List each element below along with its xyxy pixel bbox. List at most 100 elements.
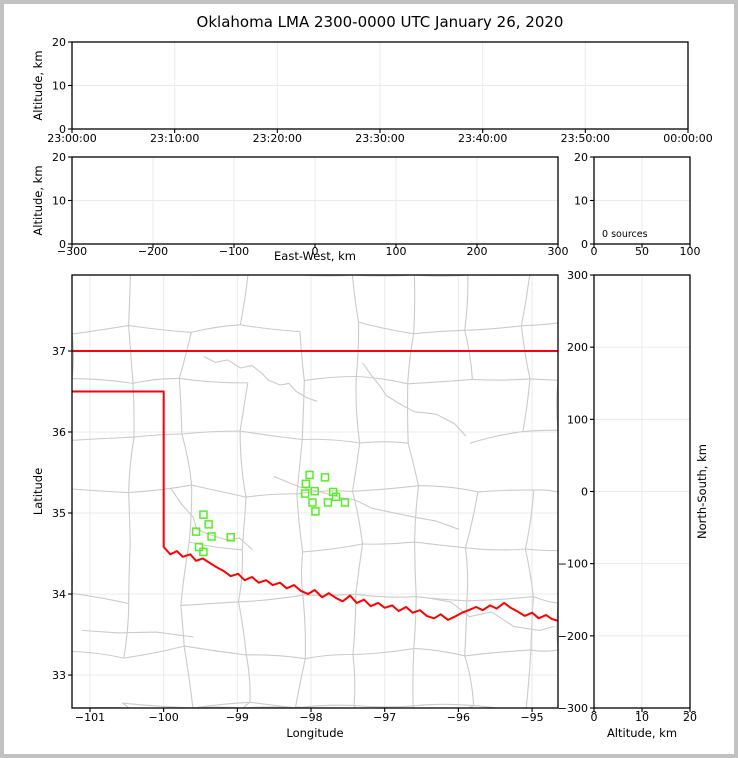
county-line	[464, 330, 473, 380]
county-line	[128, 484, 192, 494]
county-line	[416, 596, 467, 602]
county-line	[525, 548, 558, 552]
county-line	[294, 658, 306, 708]
lma-source-marker	[300, 489, 310, 498]
county-line	[72, 436, 135, 441]
county-line	[245, 654, 251, 703]
plot-frame	[71, 274, 559, 709]
county-line	[133, 433, 182, 438]
tick-label: 20	[683, 711, 697, 724]
lma-source-marker	[311, 507, 320, 516]
county-line	[413, 596, 417, 649]
tick-label: −101	[75, 711, 105, 724]
county-line	[180, 601, 239, 607]
county-line	[355, 543, 364, 595]
county-line	[351, 442, 361, 492]
tick-label: 20	[52, 36, 66, 49]
axis-label: Altitude, km	[607, 726, 677, 740]
county-line	[530, 649, 558, 652]
axis-label: Altitude, km	[31, 165, 45, 235]
county-line	[355, 322, 360, 377]
county-line	[465, 547, 526, 551]
county-line	[128, 324, 192, 333]
county-line	[237, 601, 247, 655]
county-line	[128, 325, 134, 384]
county-line	[237, 549, 244, 602]
tick-label: 100	[386, 245, 407, 258]
tick-label: −100	[219, 245, 249, 258]
tick-label: −99	[226, 711, 249, 724]
lma-multipanel-plot: Oklahoma LMA 2300-0000 UTC January 26, 2…	[31, 13, 713, 753]
county-line	[522, 429, 558, 433]
tick-label: 0	[581, 486, 588, 499]
county-line	[128, 492, 131, 543]
county-line	[189, 541, 243, 551]
lma-source-marker	[207, 532, 216, 541]
county-line	[240, 430, 303, 441]
county-line	[183, 646, 194, 708]
tick-label: −200	[558, 630, 588, 643]
county-line	[359, 441, 409, 444]
county-line	[128, 275, 131, 326]
lma-source-marker	[310, 486, 319, 496]
county-line	[472, 378, 531, 381]
panel-ns_height-labels: 0 10 20 Altitude, km	[582, 711, 708, 753]
tick-label: −100	[558, 558, 588, 571]
county-line	[533, 596, 558, 604]
county-line	[520, 275, 531, 326]
county-line	[358, 321, 414, 335]
county-line	[296, 493, 304, 552]
county-line	[352, 485, 419, 492]
county-line	[304, 375, 357, 382]
tick-label: 0	[312, 245, 319, 258]
county-line	[296, 439, 303, 494]
county-line	[407, 378, 473, 385]
county-line	[302, 543, 363, 553]
panel-source_count_hist: 0 50 100 0 10 20 0 sources	[574, 151, 701, 258]
county-line	[179, 377, 248, 384]
county-line	[302, 438, 360, 444]
county-line	[128, 542, 131, 604]
tick-label: 36	[52, 426, 66, 439]
county-line	[184, 645, 247, 656]
tick-label: 23:30:00	[355, 132, 404, 145]
tick-label: 0	[591, 245, 598, 258]
county-line	[180, 605, 185, 647]
county-line	[522, 378, 531, 432]
tick-label: −96	[447, 711, 470, 724]
county-line	[464, 547, 469, 601]
tick-label: 37	[52, 345, 66, 358]
tick-label: 300	[567, 269, 588, 282]
county-line	[72, 378, 134, 384]
lma-source-marker	[305, 470, 314, 480]
county-line	[352, 594, 357, 655]
panel-plan_view_map: −101 −100 −99 −98 −97 −96 −95 33 34 35 36 37 Longitu…	[31, 274, 559, 740]
county-line	[464, 325, 522, 331]
county-line	[477, 489, 534, 493]
county-line	[414, 542, 417, 597]
tick-label: 100	[567, 413, 588, 426]
county-line	[178, 378, 183, 435]
county-line	[72, 650, 124, 659]
county-line	[246, 654, 306, 660]
tick-label: 50	[635, 245, 649, 258]
county-line	[178, 332, 192, 379]
tick-label: 20	[52, 151, 66, 164]
tick-label: 300	[548, 245, 569, 258]
axis-label: Longitude	[286, 726, 343, 740]
tick-label: −200	[138, 245, 168, 258]
county-line	[351, 491, 364, 545]
county-line	[239, 275, 249, 325]
lma-source-marker	[323, 498, 333, 507]
county-line	[132, 377, 180, 384]
river-line	[203, 356, 318, 402]
tick-label: 10	[574, 195, 588, 208]
county-line	[524, 548, 534, 597]
county-line	[72, 324, 129, 335]
county-line	[413, 275, 416, 334]
lma-source-marker	[320, 473, 330, 482]
river-line	[428, 597, 555, 632]
county-line	[180, 542, 190, 606]
